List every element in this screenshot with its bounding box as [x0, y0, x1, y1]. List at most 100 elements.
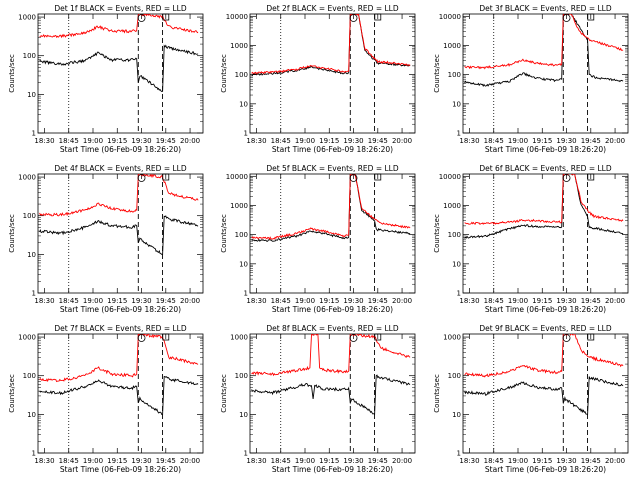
chart-panel-7f: Det 7f BLACK = Events, RED = LLD 1 10 100 10… — [8, 324, 204, 474]
y-tick-label: 1 — [32, 290, 36, 298]
y-tick-label: 1000 — [230, 202, 248, 210]
y-tick-label: 1000 — [230, 42, 248, 50]
x-tick-label: 19:15 — [532, 457, 552, 465]
chart-title: Det 8f BLACK = Events, RED = LLD — [266, 324, 399, 333]
y-tick-label: 10 — [452, 260, 461, 268]
x-tick-label: 19:00 — [295, 457, 315, 465]
square-marker-icon — [162, 173, 170, 181]
plot-frame — [249, 13, 416, 134]
x-tick-label: 19:00 — [508, 137, 528, 145]
chart-title: Det 2f BLACK = Events, RED = LLD — [266, 4, 399, 13]
x-tick-label: 20:00 — [180, 137, 200, 145]
y-tick-label: 1000 — [443, 42, 461, 50]
y-tick-label: 10 — [27, 411, 36, 419]
x-tick-label: 19:30 — [556, 297, 576, 305]
y-tick-label: 1000 — [18, 14, 36, 22]
y-tick-label: 1 — [32, 450, 36, 458]
series-line-events — [464, 376, 624, 415]
y-tick-label: 100 — [23, 52, 36, 60]
x-tick-label: 20:00 — [392, 137, 412, 145]
x-tick-label: 18:45 — [484, 297, 504, 305]
y-tick-label: 100 — [448, 71, 461, 79]
x-tick-label: 18:30 — [246, 297, 266, 305]
series-line-events — [464, 174, 624, 239]
x-tick-label: 20:00 — [392, 457, 412, 465]
x-tick-label: 18:30 — [34, 137, 54, 145]
y-tick-label: 1000 — [230, 334, 248, 342]
square-marker-icon — [374, 173, 382, 181]
x-axis-label: Start Time (06-Feb-09 18:26:20) — [485, 145, 606, 154]
circle-marker-icon — [562, 334, 571, 342]
chart-panel-2f: Det 2f BLACK = Events, RED = LLD 1 10 100 10… — [220, 4, 416, 154]
y-tick-label: 1000 — [443, 334, 461, 342]
plot-frame — [462, 173, 629, 294]
circle-marker-icon — [137, 174, 146, 182]
x-tick-label: 19:45 — [581, 297, 601, 305]
x-tick-label: 19:30 — [131, 457, 151, 465]
x-tick-label: 19:00 — [83, 457, 103, 465]
x-tick-label: 19:45 — [581, 137, 601, 145]
x-tick-label: 20:00 — [605, 137, 625, 145]
square-marker-icon — [587, 13, 595, 21]
plot-frame — [37, 173, 204, 294]
x-tick-label: 18:45 — [59, 297, 79, 305]
x-tick-label: 18:45 — [59, 137, 79, 145]
x-tick-label: 19:15 — [319, 297, 339, 305]
x-tick-label: 19:00 — [508, 457, 528, 465]
chart-panel-6f: Det 6f BLACK = Events, RED = LLD 1 10 100 10… — [433, 164, 629, 314]
x-tick-label: 18:30 — [246, 137, 266, 145]
chart-panel-1f: Det 1f BLACK = Events, RED = LLD 1 10 100 10… — [8, 4, 204, 154]
x-axis-label: Start Time (06-Feb-09 18:26:20) — [485, 305, 606, 314]
y-tick-label: 1 — [457, 130, 461, 138]
y-tick-label: 10 — [27, 251, 36, 259]
x-tick-label: 18:30 — [34, 457, 54, 465]
x-tick-label: 19:15 — [532, 297, 552, 305]
y-tick-label: 1 — [457, 290, 461, 298]
x-tick-label: 20:00 — [180, 457, 200, 465]
series-line-events — [39, 44, 199, 92]
x-tick-label: 19:45 — [368, 457, 388, 465]
chart-panel-9f: Det 9f BLACK = Events, RED = LLD 1 10 100 10… — [433, 324, 629, 474]
x-tick-label: 19:30 — [556, 457, 576, 465]
y-axis-label: Counts/sec — [8, 54, 16, 93]
plot-frame — [37, 13, 204, 134]
series-line-lld — [464, 334, 624, 378]
y-tick-label: 1 — [244, 290, 248, 298]
x-axis-label: Start Time (06-Feb-09 18:26:20) — [60, 145, 181, 154]
series-line-lld — [464, 174, 624, 225]
chart-title: Det 7f BLACK = Events, RED = LLD — [54, 324, 187, 333]
x-tick-label: 19:45 — [156, 137, 176, 145]
x-tick-label: 19:15 — [107, 137, 127, 145]
y-tick-label: 10 — [27, 91, 36, 99]
x-axis-label: Start Time (06-Feb-09 18:26:20) — [60, 465, 181, 474]
x-tick-label: 18:30 — [459, 297, 479, 305]
x-tick-label: 19:00 — [508, 297, 528, 305]
y-tick-label: 100 — [448, 372, 461, 380]
y-tick-label: 1 — [32, 130, 36, 138]
x-tick-label: 18:45 — [484, 457, 504, 465]
x-tick-label: 18:30 — [246, 457, 266, 465]
y-tick-label: 100 — [235, 71, 248, 79]
series-line-lld — [464, 14, 624, 70]
circle-marker-icon — [349, 14, 358, 22]
x-tick-label: 18:45 — [484, 137, 504, 145]
series-line-lld — [39, 334, 199, 383]
circle-marker-icon — [349, 174, 358, 182]
y-tick-label: 10 — [239, 411, 248, 419]
x-tick-label: 19:45 — [581, 457, 601, 465]
x-tick-label: 19:15 — [319, 457, 339, 465]
x-tick-label: 19:15 — [107, 457, 127, 465]
plot-frame — [249, 333, 416, 454]
y-tick-label: 10 — [452, 411, 461, 419]
x-tick-label: 19:15 — [107, 297, 127, 305]
x-tick-label: 18:30 — [459, 137, 479, 145]
circle-marker-icon — [562, 174, 571, 182]
plot-frame — [462, 13, 629, 134]
y-axis-label: Counts/sec — [220, 214, 228, 253]
y-tick-label: 100 — [235, 231, 248, 239]
circle-marker-icon — [137, 334, 146, 342]
y-tick-label: 1000 — [18, 174, 36, 182]
x-axis-label: Start Time (06-Feb-09 18:26:20) — [272, 305, 393, 314]
y-tick-label: 10 — [452, 100, 461, 108]
